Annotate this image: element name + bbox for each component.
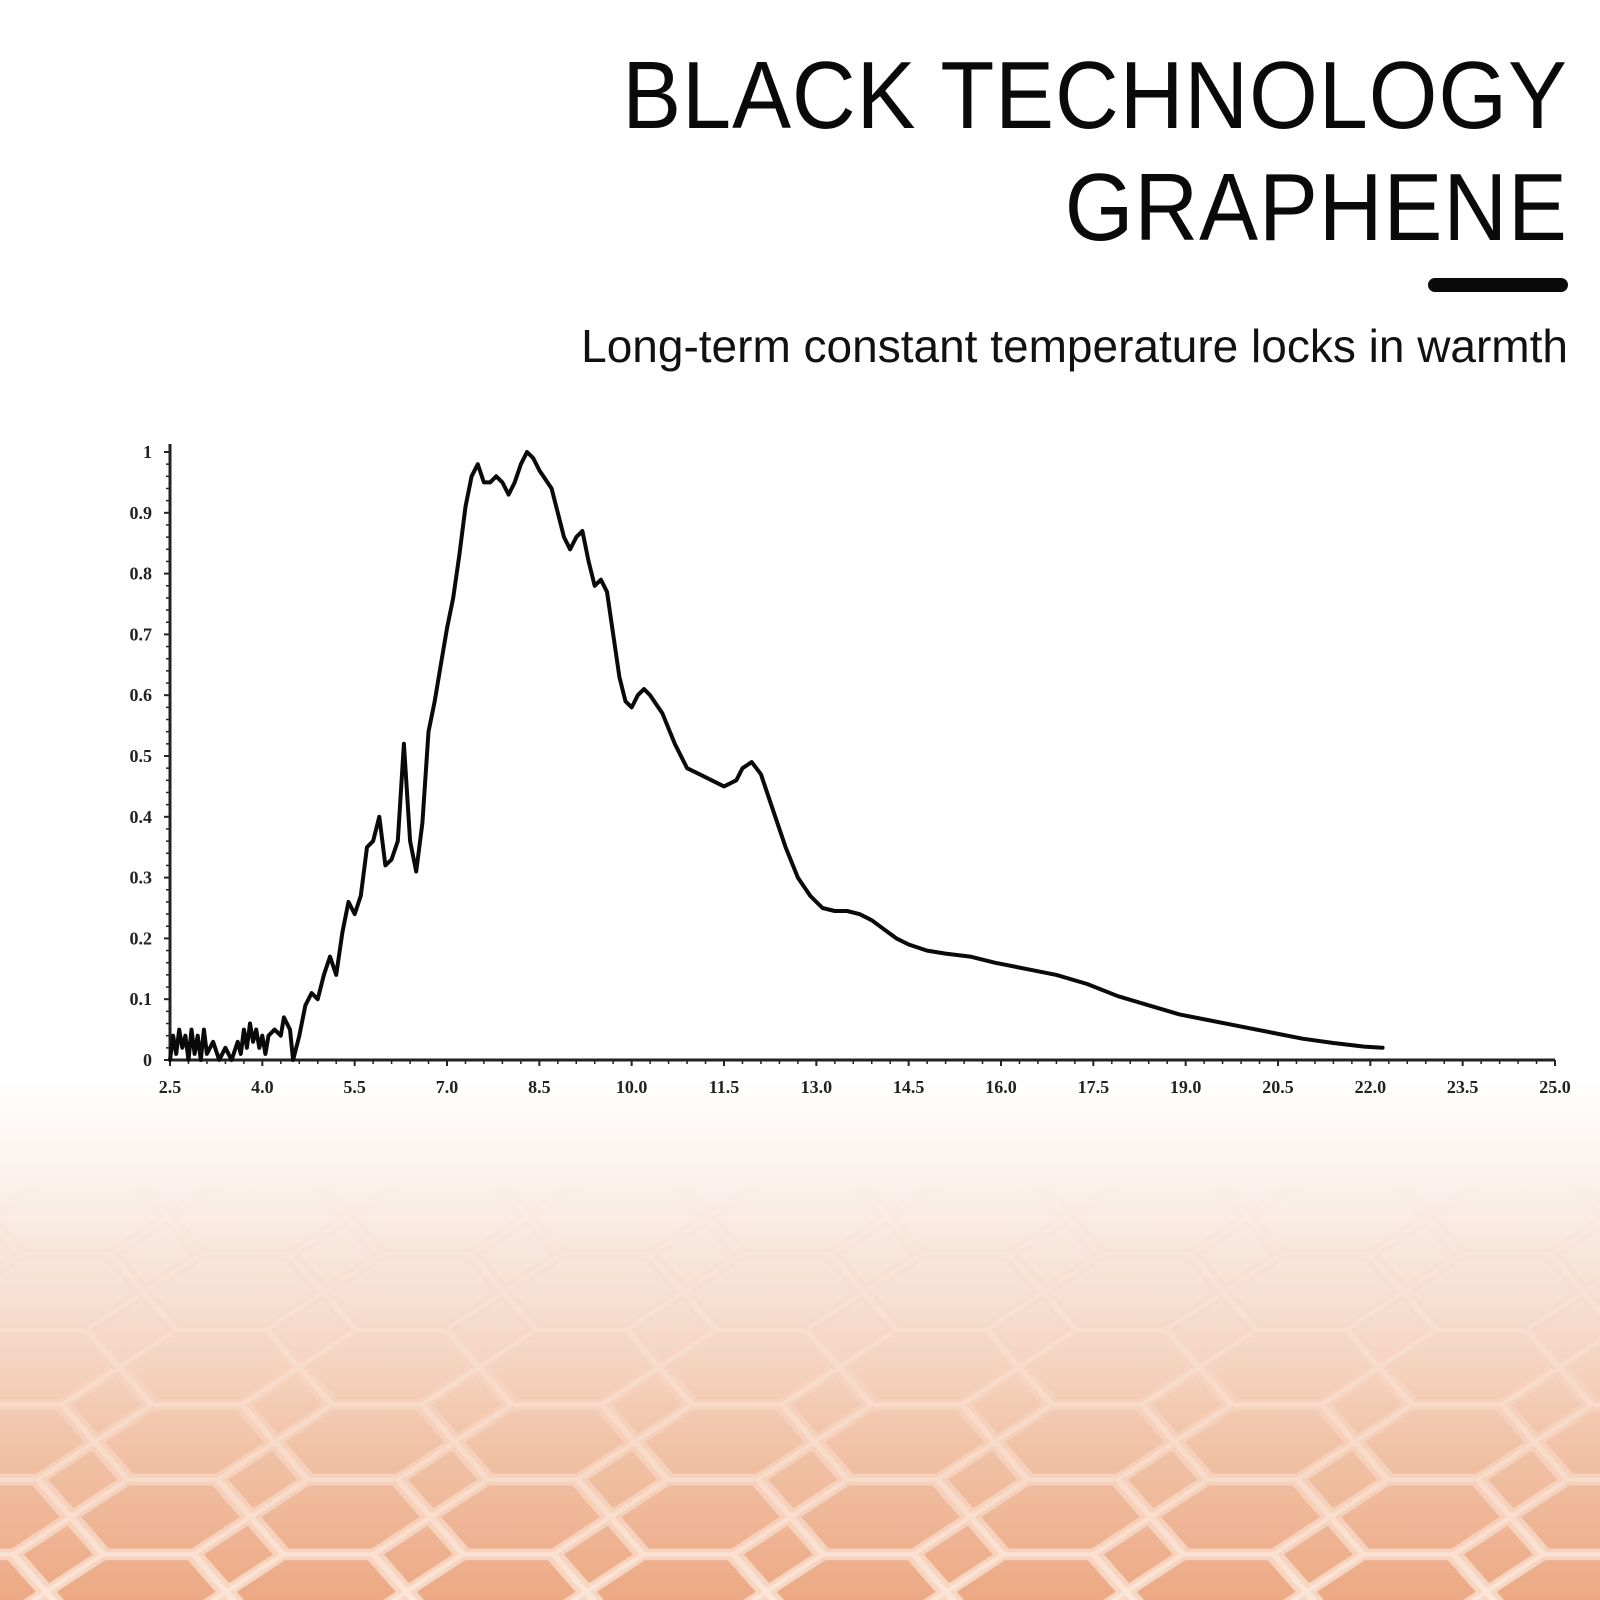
x-tick-label: 10.0 xyxy=(616,1077,648,1097)
title-underline-bar xyxy=(1428,278,1568,292)
x-tick-label: 4.0 xyxy=(251,1077,274,1097)
y-tick-label: 0.4 xyxy=(130,807,153,827)
x-tick-label: 17.5 xyxy=(1078,1077,1110,1097)
x-tick-label: 16.0 xyxy=(985,1077,1017,1097)
chart-axes xyxy=(168,444,1555,1062)
x-tick-label: 23.5 xyxy=(1447,1077,1479,1097)
x-tick-label: 25.0 xyxy=(1539,1077,1571,1097)
y-tick-label: 0.2 xyxy=(130,928,153,948)
x-tick-label: 7.0 xyxy=(436,1077,459,1097)
y-tick-label: 0.6 xyxy=(130,685,153,705)
x-tick-label: 19.0 xyxy=(1170,1077,1202,1097)
x-tick-label: 8.5 xyxy=(528,1077,551,1097)
y-tick-label: 0.8 xyxy=(130,564,153,584)
graphene-honeycomb-background xyxy=(0,1180,1600,1600)
series-line xyxy=(168,450,1385,1062)
x-tick-label: 5.5 xyxy=(343,1077,366,1097)
y-tick-label: 0.5 xyxy=(130,746,153,766)
y-tick-label: 0 xyxy=(143,1050,152,1070)
y-tick-label: 0.9 xyxy=(130,503,153,523)
y-tick-label: 1 xyxy=(143,442,152,462)
title-line-1: BLACK TECHNOLOGY xyxy=(622,42,1568,149)
y-tick-label: 0.7 xyxy=(130,624,153,644)
title-line-2: GRAPHENE xyxy=(1064,154,1568,261)
y-axis-ticks: 0 0.1 0.2 0.3 0.4 0.5 0.6 0.7 0.8 0.9 1 xyxy=(130,442,170,1070)
x-tick-label: 22.0 xyxy=(1355,1077,1387,1097)
x-axis-ticks: 2.5 4.0 5.5 7.0 8.5 10.0 11.5 13.0 14.5 16.0 17.5 1… xyxy=(159,1060,1571,1097)
y-tick-label: 0.3 xyxy=(130,868,153,888)
x-tick-label: 14.5 xyxy=(893,1077,925,1097)
x-tick-label: 11.5 xyxy=(709,1077,740,1097)
y-tick-label: 0.1 xyxy=(130,989,153,1009)
x-tick-label: 20.5 xyxy=(1262,1077,1294,1097)
x-tick-label: 13.0 xyxy=(801,1077,833,1097)
x-tick-label: 2.5 xyxy=(159,1077,182,1097)
subtitle: Long-term constant temperature locks in … xyxy=(581,320,1568,372)
headline: BLACK TECHNOLOGY GRAPHENE xyxy=(540,40,1568,264)
